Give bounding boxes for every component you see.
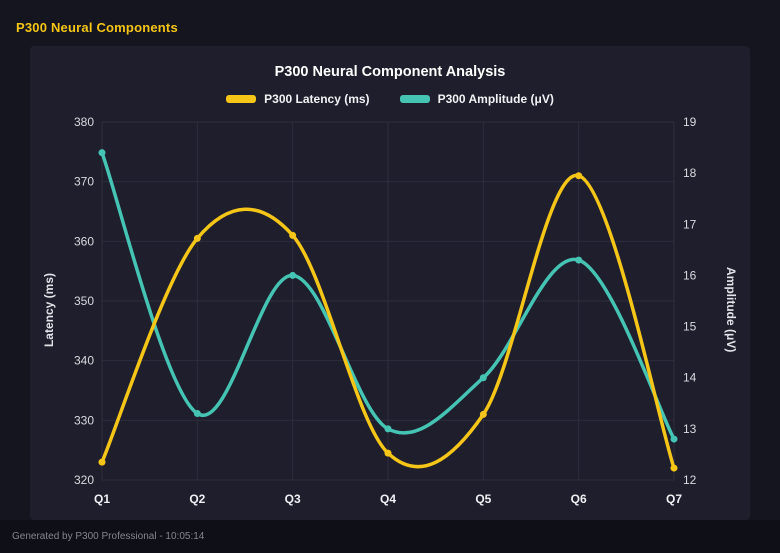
- data-point[interactable]: [289, 231, 297, 239]
- data-point[interactable]: [98, 149, 106, 157]
- category-label: Q3: [285, 492, 301, 506]
- footer-bar: Generated by P300 Professional - 10:05:1…: [0, 520, 780, 553]
- left-tick-label: 380: [74, 115, 94, 129]
- data-point[interactable]: [575, 172, 583, 180]
- left-tick-label: 320: [74, 473, 94, 487]
- right-axis-title: Amplitude (μV): [724, 267, 738, 353]
- category-label: Q6: [571, 492, 587, 506]
- chart-legend: P300 Latency (ms) P300 Amplitude (μV): [226, 92, 554, 106]
- data-point[interactable]: [575, 256, 583, 264]
- data-point[interactable]: [479, 410, 487, 418]
- data-point[interactable]: [289, 271, 297, 279]
- data-point[interactable]: [193, 234, 201, 242]
- left-axis-title: Latency (ms): [42, 272, 56, 348]
- data-point[interactable]: [98, 458, 106, 466]
- legend-label-latency: P300 Latency (ms): [264, 92, 370, 106]
- right-tick-label: 15: [683, 320, 697, 334]
- data-point[interactable]: [670, 464, 678, 472]
- category-label: Q2: [189, 492, 205, 506]
- category-label: Q4: [380, 492, 396, 506]
- amplitude-swatch-icon: [399, 95, 430, 103]
- chart-area: Latency (ms) 320 330 340 350 360 370 380 12 13 14…: [38, 110, 742, 510]
- data-point[interactable]: [479, 374, 487, 382]
- category-label: Q1: [94, 492, 110, 506]
- left-tick-label: 350: [74, 294, 94, 308]
- legend-item-amplitude[interactable]: P300 Amplitude (μV): [399, 92, 554, 106]
- chart-panel: P300 Neural Component Analysis P300 Late…: [30, 46, 750, 520]
- right-tick-label: 16: [683, 268, 697, 282]
- category-label: Q5: [475, 492, 491, 506]
- right-tick-label: 12: [683, 473, 697, 487]
- right-tick-label: 18: [683, 166, 697, 180]
- category-label: Q7: [666, 492, 682, 506]
- latency-swatch-icon: [226, 95, 257, 103]
- data-point[interactable]: [670, 435, 678, 443]
- data-point[interactable]: [384, 425, 392, 433]
- right-tick-label: 14: [683, 371, 697, 385]
- data-point[interactable]: [384, 449, 392, 457]
- footer-generated-text: Generated by P300 Professional - 10:05:1…: [12, 531, 205, 542]
- left-tick-label: 370: [74, 175, 94, 189]
- legend-label-amplitude: P300 Amplitude (μV): [437, 92, 554, 106]
- left-tick-label: 360: [74, 234, 94, 248]
- chart-title: P300 Neural Component Analysis: [274, 64, 506, 80]
- data-point[interactable]: [193, 410, 201, 418]
- left-tick-label: 330: [74, 413, 94, 427]
- left-tick-label: 340: [74, 354, 94, 368]
- right-tick-label: 19: [683, 115, 697, 129]
- chart-canvas[interactable]: 320 330 340 350 360 370 380 12 13 14 15 16 17 18 19 Q1 Q…: [60, 110, 720, 510]
- page-title: P300 Neural Components: [16, 20, 178, 35]
- right-tick-label: 13: [683, 422, 697, 436]
- legend-item-latency[interactable]: P300 Latency (ms): [226, 92, 370, 106]
- right-tick-label: 17: [683, 217, 697, 231]
